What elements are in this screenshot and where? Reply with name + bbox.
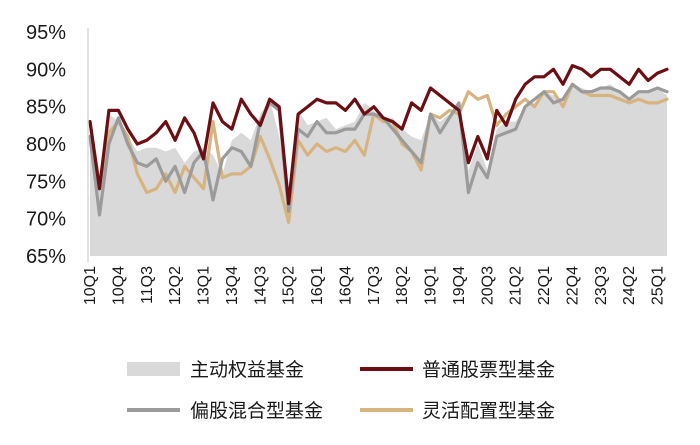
x-tick-label: 11Q3	[139, 266, 156, 304]
y-tick-label: 95%	[26, 22, 66, 44]
x-tick-label: 14Q3	[252, 266, 269, 305]
series-line-mixed	[88, 82, 669, 217]
x-tick-label: 13Q1	[196, 266, 213, 305]
y-tick-label: 80%	[26, 134, 66, 156]
y-tick-label: 70%	[26, 209, 66, 231]
y-tick-label: 65%	[26, 246, 66, 268]
x-tick-label: 21Q2	[508, 266, 525, 305]
legend-label-stock: 普通股票型基金	[422, 359, 555, 381]
x-tick-label: 10Q4	[110, 266, 127, 305]
x-tick-label: 19Q1	[423, 266, 440, 305]
x-tick-label: 22Q4	[564, 266, 581, 305]
x-tick-label: 13Q4	[224, 266, 241, 305]
x-tick-label: 16Q4	[337, 266, 354, 305]
plot-area	[87, 28, 669, 262]
legend-label-flexible: 灵活配置型基金	[422, 400, 555, 422]
x-tick-label: 24Q2	[621, 266, 638, 305]
x-tick-label: 23Q3	[593, 266, 610, 305]
legend: 主动权益基金 普通股票型基金 偏股混合型基金 灵活配置型基金	[127, 359, 555, 422]
legend-swatch-equity	[127, 362, 180, 376]
y-tick-label: 90%	[26, 59, 66, 81]
x-tick-label: 18Q2	[394, 266, 411, 305]
x-tick-label: 22Q1	[536, 266, 553, 305]
x-tick-label: 25Q1	[650, 266, 667, 305]
x-axis-ticks: 10Q1 10Q4 11Q3 12Q2 13Q1 13Q4 14Q3 15Q2 16Q1 16Q4…	[82, 266, 667, 305]
y-tick-label: 85%	[26, 97, 66, 119]
series-area-equity	[90, 84, 667, 256]
y-axis-ticks: 65% 70% 75% 80% 85% 90% 95%	[26, 22, 66, 268]
x-tick-label: 15Q2	[281, 266, 298, 305]
x-tick-label: 20Q3	[479, 266, 496, 305]
x-tick-label: 17Q3	[366, 266, 383, 305]
legend-label-mixed: 偏股混合型基金	[190, 400, 323, 422]
series-line-stock	[88, 63, 669, 206]
x-tick-label: 19Q4	[451, 266, 468, 305]
x-tick-label: 12Q2	[167, 266, 184, 305]
y-tick-label: 75%	[26, 171, 66, 193]
x-tick-label: 16Q1	[309, 266, 326, 305]
legend-label-equity: 主动权益基金	[190, 359, 304, 381]
x-tick-label: 10Q1	[82, 266, 99, 305]
